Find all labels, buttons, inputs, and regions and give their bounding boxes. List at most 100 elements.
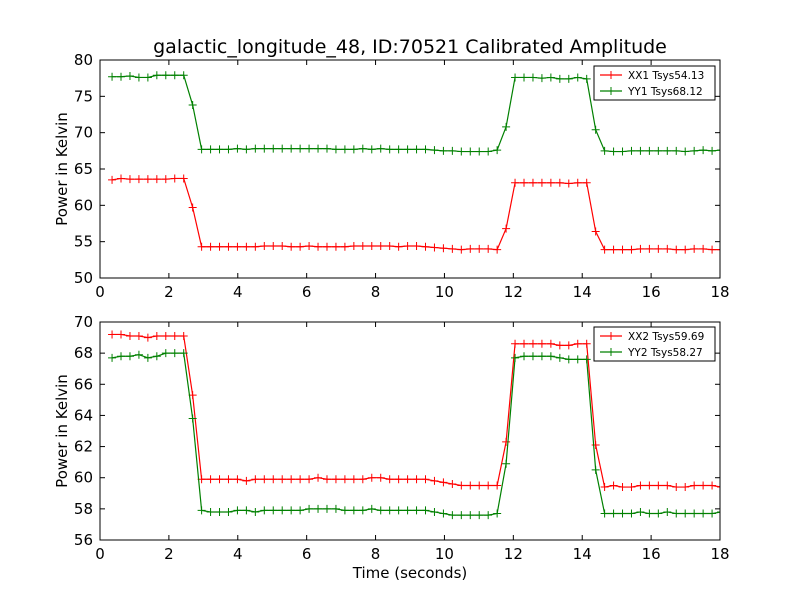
data-point bbox=[367, 473, 376, 482]
legend-entry: XX2 Tsys59.69 bbox=[600, 331, 704, 343]
data-point bbox=[143, 73, 152, 82]
data-point bbox=[520, 73, 529, 82]
y-tick-label: 70 bbox=[74, 313, 93, 331]
data-point bbox=[475, 147, 484, 156]
data-point bbox=[636, 481, 645, 490]
data-point bbox=[403, 242, 412, 251]
data-point bbox=[708, 245, 717, 254]
data-point bbox=[573, 355, 582, 364]
axes-frame bbox=[99, 321, 721, 541]
data-point bbox=[421, 242, 430, 251]
data-point bbox=[206, 475, 215, 484]
data-point bbox=[537, 178, 546, 187]
data-point bbox=[681, 147, 690, 156]
data-point bbox=[654, 244, 663, 253]
data-point bbox=[609, 481, 618, 490]
data-point bbox=[134, 350, 143, 359]
data-point bbox=[690, 509, 699, 518]
data-point bbox=[117, 174, 126, 183]
data-point bbox=[376, 473, 385, 482]
data-point bbox=[305, 475, 314, 484]
data-point bbox=[672, 245, 681, 254]
data-point bbox=[672, 483, 681, 492]
data-point bbox=[403, 145, 412, 154]
data-point bbox=[179, 349, 188, 358]
data-point bbox=[278, 475, 287, 484]
data-point bbox=[161, 175, 170, 184]
data-point bbox=[349, 242, 358, 251]
x-tick-label: 14 bbox=[573, 545, 592, 563]
data-point bbox=[269, 144, 278, 153]
data-point bbox=[331, 242, 340, 251]
legend-label: YY2 Tsys58.27 bbox=[627, 347, 703, 359]
data-point bbox=[582, 74, 591, 83]
data-point bbox=[412, 242, 421, 251]
data-point bbox=[600, 245, 609, 254]
data-point bbox=[717, 149, 720, 151]
x-tick-label: 18 bbox=[710, 283, 729, 301]
data-point bbox=[260, 475, 269, 484]
x-tick-label: 2 bbox=[164, 283, 174, 301]
data-point bbox=[555, 353, 564, 362]
data-point bbox=[457, 245, 466, 254]
y-tick-label: 50 bbox=[74, 269, 93, 287]
y-axis-label: Power in Kelvin bbox=[53, 112, 71, 226]
legend-label: YY1 Tsys68.12 bbox=[627, 86, 703, 98]
data-point bbox=[197, 506, 206, 515]
data-point bbox=[260, 506, 269, 515]
data-point bbox=[385, 475, 394, 484]
data-point bbox=[197, 145, 206, 154]
data-point bbox=[367, 145, 376, 154]
data-point bbox=[600, 509, 609, 518]
data-point bbox=[511, 339, 520, 348]
data-point bbox=[385, 506, 394, 515]
data-point bbox=[627, 245, 636, 254]
data-point bbox=[206, 145, 215, 154]
data-point bbox=[627, 146, 636, 155]
data-point bbox=[645, 509, 654, 518]
data-point bbox=[600, 146, 609, 155]
data-point bbox=[251, 144, 260, 153]
data-point bbox=[555, 178, 564, 187]
data-point bbox=[242, 145, 251, 154]
data-point bbox=[663, 507, 672, 516]
data-point bbox=[358, 144, 367, 153]
data-point bbox=[152, 332, 161, 341]
data-point bbox=[224, 507, 233, 516]
data-point bbox=[502, 437, 511, 446]
data-point bbox=[564, 355, 573, 364]
data-point bbox=[412, 145, 421, 154]
data-point bbox=[340, 475, 349, 484]
data-point bbox=[349, 475, 358, 484]
data-point bbox=[367, 242, 376, 251]
data-point bbox=[287, 144, 296, 153]
series-line bbox=[111, 177, 720, 251]
data-point bbox=[403, 475, 412, 484]
data-point bbox=[215, 507, 224, 516]
data-point bbox=[296, 506, 305, 515]
data-point bbox=[152, 71, 161, 80]
data-point bbox=[394, 242, 403, 251]
data-point bbox=[340, 242, 349, 251]
data-point bbox=[484, 511, 493, 520]
data-point bbox=[305, 144, 314, 153]
data-point bbox=[143, 175, 152, 184]
data-point bbox=[376, 144, 385, 153]
data-point bbox=[314, 144, 323, 153]
data-point bbox=[493, 509, 502, 518]
data-point bbox=[555, 341, 564, 350]
data-point bbox=[564, 341, 573, 350]
data-point bbox=[376, 506, 385, 515]
series-line bbox=[111, 352, 720, 516]
data-point bbox=[448, 146, 457, 155]
data-point bbox=[170, 349, 179, 358]
data-point bbox=[502, 459, 511, 468]
x-tick-label: 6 bbox=[302, 283, 312, 301]
data-point bbox=[537, 352, 546, 361]
data-point bbox=[672, 146, 681, 155]
data-point bbox=[654, 481, 663, 490]
data-point bbox=[331, 504, 340, 513]
x-tick-label: 10 bbox=[435, 283, 454, 301]
data-point bbox=[582, 339, 591, 348]
series-1 bbox=[108, 174, 720, 254]
